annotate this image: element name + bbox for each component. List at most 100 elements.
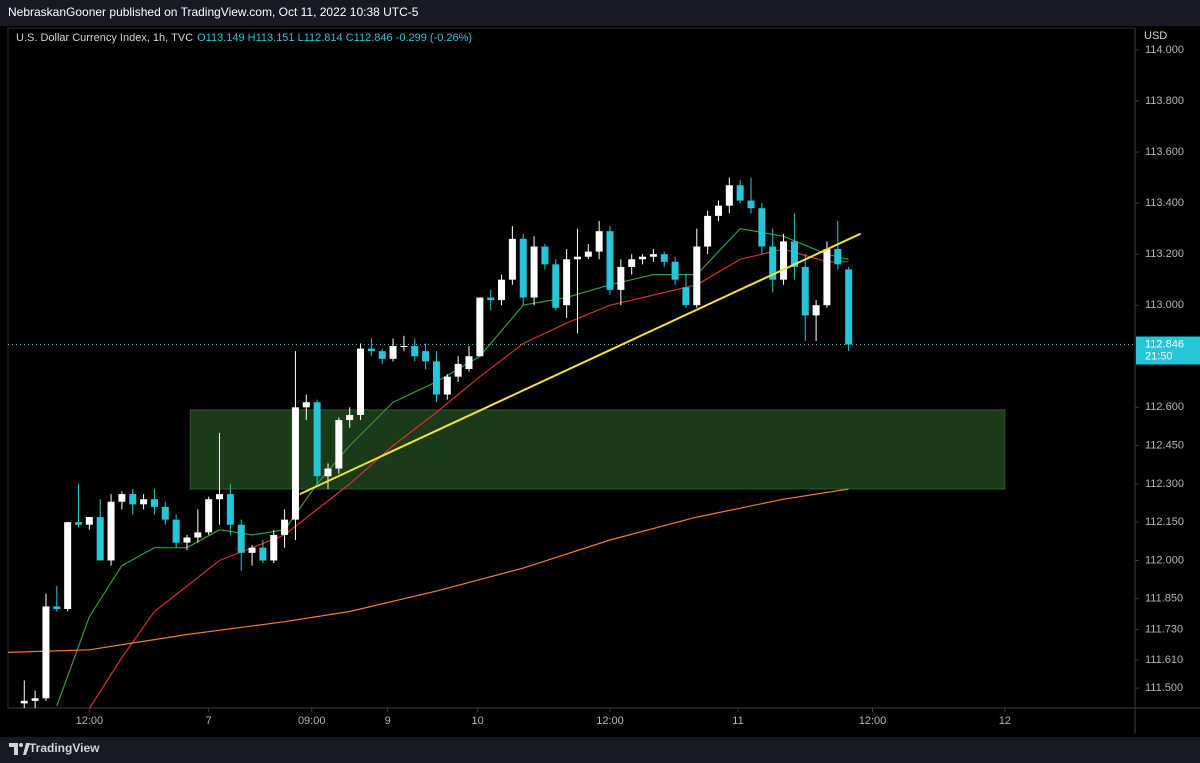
candle-body [834, 249, 842, 265]
candle-body [671, 261, 679, 280]
candle-body [20, 700, 28, 704]
trendline [299, 232, 862, 496]
candle-body [194, 532, 202, 538]
candle-body [302, 402, 310, 408]
candle-body [161, 506, 169, 520]
last-price-box [1136, 336, 1200, 365]
candle-body [498, 279, 506, 301]
y-tick-label: 112.300 [1145, 478, 1184, 490]
candle-body [346, 414, 354, 421]
candle-body [183, 537, 191, 543]
candle-body [530, 246, 538, 298]
candle-body [118, 494, 126, 502]
candle-body [628, 259, 636, 267]
candle-body [693, 246, 701, 306]
candle-body [465, 356, 473, 370]
x-tick-label: 11 [732, 715, 743, 727]
candle-body [476, 297, 484, 357]
candle-body [85, 517, 93, 525]
candle-body [563, 259, 571, 306]
candle-body [140, 499, 148, 505]
candle-body [400, 346, 408, 348]
footer-bar [0, 737, 1200, 763]
x-tick-label: 7 [206, 715, 212, 727]
x-tick-label: 09:00 [298, 715, 326, 727]
y-tick-label: 112.600 [1145, 401, 1184, 413]
candle-body [660, 254, 668, 262]
candle-body [758, 208, 766, 247]
x-tick-label: 12:00 [859, 715, 887, 727]
header-bar [0, 0, 1200, 26]
candle-body [823, 249, 831, 306]
symbol-label: U.S. Dollar Currency Index, 1h, TVC [16, 32, 193, 44]
candle-body [324, 468, 332, 477]
last-price-label: 112.846 [1145, 338, 1184, 350]
candle-body [75, 522, 83, 525]
publisher: NebraskanGooner published on TradingView… [8, 5, 419, 19]
brand-logo [9, 743, 30, 755]
candle-body [573, 256, 581, 260]
ohlc-label: O113.149 H113.151 L112.814 C112.846 -0.2… [197, 32, 472, 44]
candle-body [649, 254, 657, 257]
x-tick-label: 10 [472, 715, 484, 727]
moving-average [89, 248, 849, 708]
y-tick-label: 111.500 [1145, 682, 1183, 694]
candle-body [714, 205, 722, 216]
countdown: 21:50 [1145, 350, 1173, 362]
y-tick-label: 113.000 [1145, 299, 1184, 311]
candle-body [226, 494, 234, 525]
candle-body [42, 606, 50, 699]
y-tick-label: 113.800 [1145, 95, 1184, 107]
currency: USD [1144, 30, 1167, 42]
candle-body [389, 346, 397, 359]
candle-body [64, 522, 72, 609]
candle-body [519, 238, 527, 298]
candle-body [769, 246, 777, 280]
candle-body [367, 348, 375, 352]
candle-body [150, 499, 158, 507]
candle-body [541, 246, 549, 265]
candle-body [454, 363, 462, 377]
candle-body [845, 269, 853, 345]
candle-body [216, 494, 224, 500]
brand: TradingView [29, 741, 100, 755]
candle-body [31, 698, 39, 701]
moving-average [56, 227, 849, 707]
x-tick-label: 12:00 [596, 715, 624, 727]
y-tick-label: 112.150 [1145, 516, 1184, 528]
candle-body [487, 297, 495, 301]
logo-part [23, 743, 30, 755]
candle-body [357, 348, 365, 415]
x-tick-label: 9 [385, 715, 391, 727]
y-tick-label: 113.600 [1145, 146, 1184, 158]
candle-body [96, 517, 104, 561]
candle-body [584, 251, 592, 257]
candle-body [790, 241, 798, 267]
y-tick-label: 113.400 [1145, 197, 1184, 209]
y-tick-label: 111.610 [1145, 654, 1183, 666]
candle-body [129, 494, 137, 505]
candle-body [205, 499, 213, 533]
candle-body [552, 264, 560, 308]
x-tick-label: 12 [999, 715, 1011, 727]
y-tick-label: 111.730 [1145, 623, 1183, 635]
candle-body [422, 351, 430, 362]
logo-part [19, 743, 23, 747]
candle-body [237, 524, 245, 553]
candle-body [801, 266, 809, 316]
candle-body [736, 185, 744, 201]
candle-body [432, 361, 440, 395]
candle-body [812, 305, 820, 316]
y-tick-label: 114.000 [1145, 44, 1184, 56]
candle-body [747, 200, 755, 209]
candle-body [606, 231, 614, 290]
candle-body [53, 606, 61, 609]
candle-body [780, 241, 788, 280]
y-tick-label: 112.450 [1145, 440, 1184, 452]
plot [8, 177, 1135, 708]
y-tick-label: 112.000 [1145, 554, 1184, 566]
logo-part [9, 743, 18, 755]
